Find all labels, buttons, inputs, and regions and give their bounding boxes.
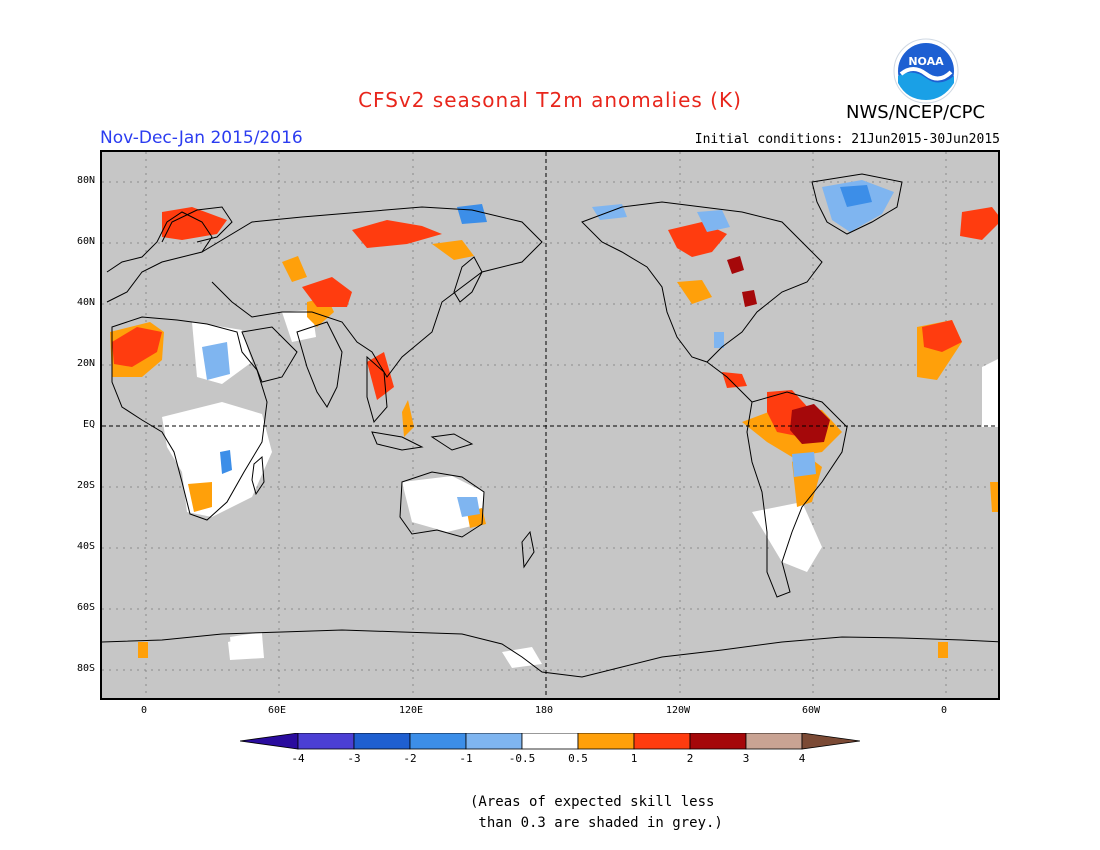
lat-label-80n: 80N: [76, 175, 95, 186]
legend-swatch-2-3: [689, 733, 747, 750]
legend-label-3: 3: [742, 752, 750, 765]
legend-swatch-lt-4: [240, 733, 299, 750]
lat-label-60s: 60S: [76, 602, 95, 613]
legend-swatch-3-2: [353, 733, 411, 750]
cool-anomaly-1-2: [220, 185, 872, 474]
lon-label-120e: 120E: [398, 705, 424, 716]
skill-note: (Areas of expected skill less than 0.3 a…: [470, 792, 770, 834]
legend-swatch-neutral: [521, 733, 579, 750]
legend-label-m2: -2: [403, 752, 417, 765]
lat-label-eq: EQ: [82, 419, 95, 430]
lat-label-60n: 60N: [76, 236, 95, 247]
legend-swatch-1-05: [465, 733, 523, 750]
lon-label-180: 180: [534, 705, 554, 716]
legend-label-m05: -0.5: [508, 752, 536, 765]
legend-swatch-2-1: [409, 733, 467, 750]
noaa-logo: NOAA: [893, 38, 959, 104]
agency-label: NWS/NCEP/CPC: [846, 102, 986, 123]
legend-label-4: 4: [798, 752, 806, 765]
lon-label-120w: 120W: [665, 705, 691, 716]
legend-label-m4: -4: [291, 752, 305, 765]
neutral-anomaly-areas: [162, 310, 998, 657]
legend-swatch-05-1: [577, 733, 635, 750]
legend-swatch-gt-4: [801, 733, 860, 750]
lon-label-0-right: 0: [940, 705, 948, 716]
warm-anomaly-2-3: [727, 256, 830, 444]
skill-note-line-1: (Areas of expected skill less: [470, 794, 715, 810]
initial-conditions: Initial conditions: 21Jun2015-30Jun2015: [694, 132, 1000, 147]
lon-label-60e: 60E: [267, 705, 287, 716]
coastlines: [102, 173, 998, 678]
lat-label-20n: 20N: [76, 358, 95, 369]
legend-swatch-4-3: [297, 733, 355, 750]
legend-swatch-3-4: [745, 733, 803, 750]
antarctic-patches: [228, 634, 542, 668]
legend-swatch-1-2: [633, 733, 691, 750]
lat-label-40s: 40S: [76, 541, 95, 552]
map-title: CFSv2 seasonal T2m anomalies (K): [358, 88, 742, 112]
warm-anomaly-1-2: [112, 207, 998, 437]
forecast-period: Nov-Dec-Jan 2015/2016: [100, 128, 303, 148]
legend-label-m3: -3: [347, 752, 361, 765]
cool-anomaly-0.5-1: [202, 180, 894, 517]
noaa-logo-text: NOAA: [908, 55, 944, 68]
legend-label-2: 2: [686, 752, 694, 765]
lat-label-80s: 80S: [76, 663, 95, 674]
legend-label-1: 1: [630, 752, 638, 765]
map-gridlines: [102, 152, 998, 698]
world-map: [100, 150, 1000, 700]
anomaly-map-svg: [102, 152, 998, 698]
lon-label-60w: 60W: [801, 705, 821, 716]
legend-label-05: 0.5: [568, 752, 588, 765]
legend-label-m1: -1: [459, 752, 473, 765]
lon-label-0: 0: [140, 705, 148, 716]
lat-label-40n: 40N: [76, 297, 95, 308]
legend-colorbar: [240, 733, 860, 750]
skill-note-line-2: than 0.3 are shaded in grey.): [470, 815, 723, 831]
lat-label-20s: 20S: [76, 480, 95, 491]
